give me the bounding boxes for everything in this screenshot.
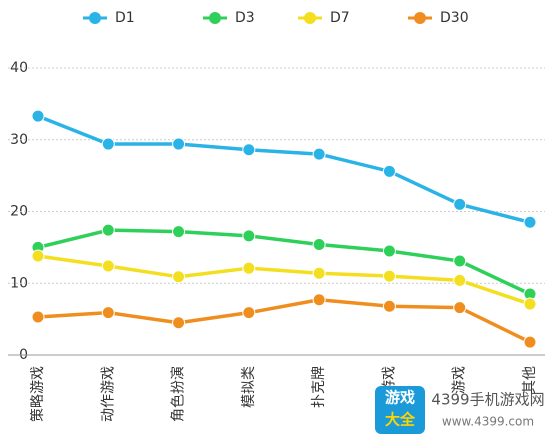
data-point — [382, 299, 396, 313]
series-line — [37, 254, 531, 306]
data-point — [242, 306, 256, 320]
watermark-logo-text: 游戏 — [385, 389, 415, 407]
data-point — [312, 238, 326, 252]
series-line — [37, 228, 531, 296]
legend-label: D7 — [330, 10, 350, 26]
y-tick-label: 30 — [10, 132, 28, 148]
data-point — [242, 229, 256, 243]
watermark-site: 4399手机游戏网 — [431, 391, 544, 409]
data-point — [242, 143, 256, 157]
y-tick-label: 40 — [10, 60, 28, 76]
x-tick-label: 扑克牌 — [310, 366, 327, 408]
x-tick-label: 游戏 — [452, 366, 468, 394]
legend-label: D3 — [235, 10, 255, 26]
watermark-url: www.4399.com — [442, 415, 534, 429]
watermark-logo-text: 大全 — [385, 411, 416, 429]
data-point — [312, 147, 326, 161]
data-point — [453, 254, 467, 268]
data-point — [101, 137, 115, 151]
data-point — [31, 109, 45, 123]
legend-marker — [304, 12, 316, 24]
data-point — [312, 266, 326, 280]
x-tick-label: 角色扮演 — [170, 366, 187, 422]
data-point — [382, 244, 396, 258]
legend-marker — [209, 12, 221, 24]
series-line — [37, 298, 531, 344]
data-point — [382, 164, 396, 178]
data-point — [101, 259, 115, 273]
data-point — [453, 273, 467, 287]
legend-marker — [89, 12, 101, 24]
x-tick-label: 动作游戏 — [100, 366, 116, 422]
data-point — [31, 310, 45, 324]
data-point — [242, 261, 256, 275]
data-point — [523, 297, 537, 311]
x-tick-label: 其他 — [522, 366, 538, 394]
data-point — [172, 137, 186, 151]
legend-label: D1 — [115, 10, 135, 26]
data-point — [101, 223, 115, 237]
data-point — [523, 335, 537, 349]
data-point — [382, 269, 396, 283]
x-tick-label: 模拟类 — [241, 366, 257, 408]
data-point — [172, 225, 186, 239]
legend-marker — [414, 12, 426, 24]
data-point — [453, 301, 467, 315]
data-point — [172, 270, 186, 284]
data-point — [101, 306, 115, 320]
data-point — [312, 293, 326, 307]
data-point — [523, 215, 537, 229]
y-tick-label: 10 — [10, 275, 28, 291]
data-point — [31, 249, 45, 263]
legend-label: D30 — [440, 10, 469, 26]
x-tick-label: 策略游戏 — [29, 366, 46, 422]
data-point — [172, 316, 186, 330]
y-tick-label: 20 — [10, 204, 28, 220]
watermark-logo — [375, 386, 425, 434]
data-point — [453, 197, 467, 211]
series-line — [37, 114, 531, 224]
